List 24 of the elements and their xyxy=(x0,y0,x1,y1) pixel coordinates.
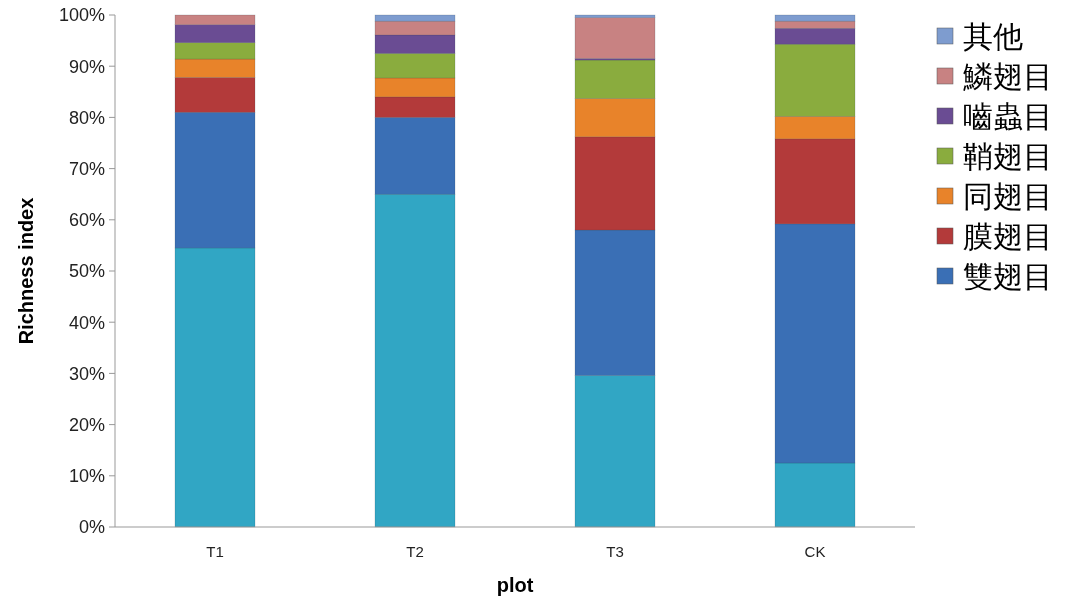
y-tick-label: 100% xyxy=(58,5,105,26)
legend-label: 其他 xyxy=(963,18,1023,54)
x-tick-label: CK xyxy=(804,543,826,560)
x-tick-label: T2 xyxy=(406,543,424,560)
y-tick-label: 40% xyxy=(68,312,105,333)
legend-label: 嚙蟲目 xyxy=(963,98,1053,134)
x-axis-title: plot xyxy=(496,574,534,596)
y-tick-label: 60% xyxy=(68,210,105,231)
legend-label: 同翅目 xyxy=(963,178,1053,214)
y-tick-label: 10% xyxy=(68,466,105,487)
legend-label: 鱗翅目 xyxy=(963,58,1053,94)
y-tick-label: 70% xyxy=(68,158,105,179)
legend-label: 膜翅目 xyxy=(963,218,1053,254)
y-tick-label: 90% xyxy=(68,56,105,77)
y-axis-title: Richness index xyxy=(15,197,37,345)
y-tick-label: 0% xyxy=(78,517,105,538)
legend-label: 鞘翅目 xyxy=(963,138,1053,174)
legend-label: 雙翅目 xyxy=(963,258,1053,294)
y-tick-label: 50% xyxy=(68,261,105,282)
y-tick-label: 80% xyxy=(68,107,105,128)
x-tick-label: T1 xyxy=(206,543,224,560)
x-tick-label: T3 xyxy=(606,543,624,560)
y-tick-label: 30% xyxy=(68,363,105,384)
y-tick-label: 20% xyxy=(68,414,105,435)
